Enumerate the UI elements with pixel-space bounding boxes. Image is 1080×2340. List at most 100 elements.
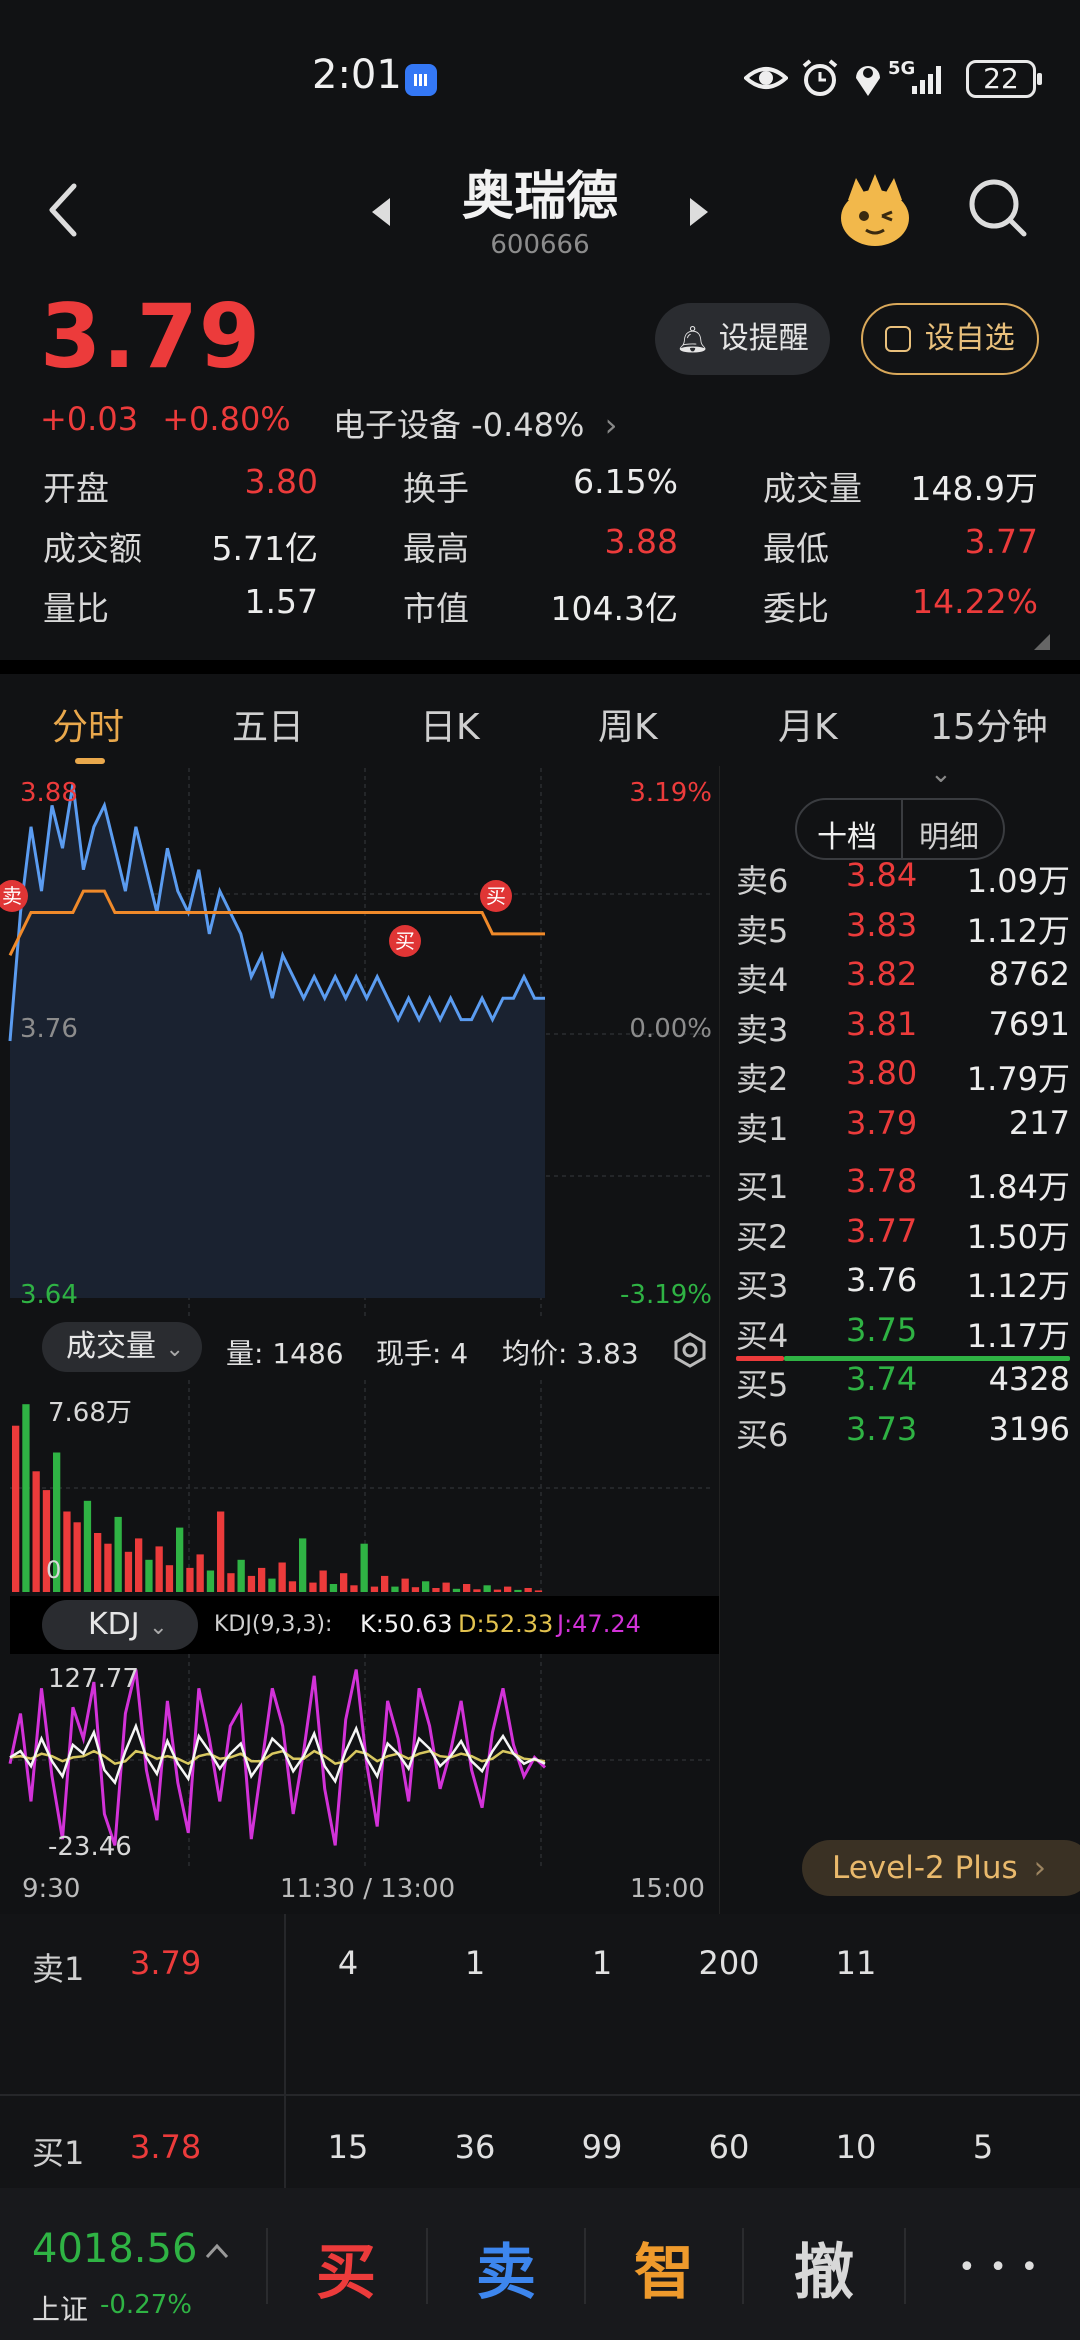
chart-area: 买买卖 3.88 3.76 3.64 3.19% 0.00% -3.19% 成交…: [0, 766, 721, 1914]
more-icon[interactable]: • • •: [958, 2250, 1041, 2285]
change-value: +0.03: [40, 400, 139, 438]
kdj-indicator-select[interactable]: KDJ ⌄: [42, 1600, 198, 1650]
chevron-down-icon: ⌄: [149, 1615, 168, 1640]
price-line: [8, 783, 545, 1042]
next-stock-icon[interactable]: [686, 194, 712, 230]
bid-level-price: 3.77: [846, 1211, 918, 1250]
buy-queue-qty: 10: [835, 2128, 877, 2166]
tab-daily-k[interactable]: 日K: [420, 707, 480, 748]
bid-level-row[interactable]: 买5 3.74 4328: [722, 1360, 1080, 1410]
buy-queue-price: 3.78: [130, 2128, 202, 2166]
chevron-right-icon: ›: [604, 406, 618, 444]
bid-level-volume: 1.12万: [966, 1267, 1070, 1305]
tab-monthly-k[interactable]: 月K: [778, 707, 838, 748]
expand-corner-icon[interactable]: [1032, 632, 1052, 652]
stat-value: 6.15%: [573, 462, 678, 501]
kdj-j-line: [8, 1669, 547, 1846]
volume-bar: [452, 1588, 461, 1592]
volume-max-label: 7.68万: [48, 1398, 132, 1428]
smart-button[interactable]: 智: [634, 2238, 694, 2308]
buy-button[interactable]: 买: [316, 2238, 376, 2308]
bar-separator: [584, 2228, 586, 2304]
bid-level-label: 买4: [736, 1316, 789, 1355]
add-watchlist-button[interactable]: 设自选: [861, 303, 1039, 375]
volume-bar: [411, 1587, 420, 1592]
stat-item: 成交量 148.9万: [763, 462, 1038, 508]
buy-queue-qty: 5: [972, 2128, 994, 2166]
back-icon[interactable]: [44, 180, 84, 240]
sell-queue-qty: 4: [337, 1944, 359, 1982]
ask-level-row[interactable]: 卖6 3.84 1.09万: [722, 856, 1080, 906]
chart-tabs: 分时 五日 日K 周K 月K 15分钟 ⌄: [0, 674, 1080, 789]
bid-level-price: 3.73: [846, 1409, 918, 1448]
bid-level-volume: 1.50万: [966, 1217, 1070, 1256]
ask-level-row[interactable]: 卖3 3.81 7691: [722, 1005, 1080, 1055]
y-left-min-label: 3.64: [20, 1280, 78, 1310]
kdj-params: KDJ(9,3,3):: [214, 1612, 333, 1637]
ask-level-label: 卖3: [736, 1010, 789, 1049]
ask-level-row[interactable]: 卖5 3.83 1.12万: [722, 906, 1080, 956]
ask-level-label: 卖6: [736, 862, 789, 900]
bid-level-label: 买1: [736, 1168, 789, 1206]
set-alert-button[interactable]: 🔔︎ 设提醒: [655, 303, 830, 375]
bid-level-row[interactable]: 买4 3.75 1.17万: [722, 1311, 1080, 1361]
settings-icon[interactable]: [672, 1332, 708, 1368]
stat-value: 3.88: [604, 522, 678, 561]
x-label-open: 9:30: [22, 1874, 81, 1904]
tab-ten-levels[interactable]: 十档: [817, 820, 877, 855]
tab-five-day[interactable]: 五日: [232, 707, 305, 748]
trade-marker-label: 买: [395, 929, 415, 953]
price-change: +0.03 +0.80%: [40, 400, 305, 438]
bid-level-row[interactable]: 买1 3.78 1.84万: [722, 1162, 1080, 1212]
stat-label: 成交额: [43, 529, 142, 568]
ask-level-row[interactable]: 卖2 3.80 1.79万: [722, 1054, 1080, 1104]
prev-stock-icon[interactable]: [368, 194, 394, 230]
voice-assistant-icon: [405, 64, 437, 96]
volume-bar: [206, 1570, 215, 1592]
bid-level-row[interactable]: 买6 3.73 3196: [722, 1410, 1080, 1460]
kdj-d-value: D:52.33: [458, 1610, 554, 1638]
alarm-icon: [802, 59, 838, 96]
signal-icon: [912, 66, 941, 94]
bid-level-row[interactable]: 买2 3.77 1.50万: [722, 1212, 1080, 1262]
location-icon: [856, 66, 880, 96]
volume-indicator-select[interactable]: 成交量 ⌄: [42, 1322, 202, 1372]
tab-15-min[interactable]: 15分钟 ⌄: [930, 698, 1080, 791]
y-left-mid-label: 3.76: [20, 1014, 78, 1044]
ask-level-row[interactable]: 卖1 3.79 217: [722, 1104, 1080, 1154]
volume-bar: [278, 1562, 286, 1592]
bar-separator: [266, 2228, 268, 2304]
volume-bar: [370, 1586, 379, 1592]
ask-level-volume: 1.12万: [966, 911, 1070, 950]
tab-detail[interactable]: 明细: [919, 820, 979, 855]
buy-queue-label: 买1: [32, 2134, 85, 2172]
bid-level-label: 买5: [736, 1366, 789, 1404]
sell-button[interactable]: 卖: [476, 2238, 536, 2308]
tab-weekly-k[interactable]: 周K: [598, 707, 658, 748]
mascot-icon[interactable]: [836, 170, 914, 250]
sector-link[interactable]: 电子设备 -0.48% ›: [333, 400, 617, 446]
level2-plus-button[interactable]: Level-2 Plus ›: [802, 1840, 1080, 1896]
volume-bar: [145, 1559, 153, 1592]
cancel-order-button[interactable]: 撤: [794, 2238, 854, 2308]
status-bar: 2:01 5G 22: [0, 0, 1080, 150]
tab-intraday[interactable]: 分时: [52, 707, 125, 748]
volume-bar: [422, 1581, 430, 1592]
stat-item: 开盘 3.80: [43, 462, 318, 508]
search-icon[interactable]: [966, 176, 1030, 240]
ask-level-price: 3.81: [846, 1004, 918, 1043]
volume-bar: [12, 1425, 20, 1592]
trade-marker: [0, 880, 28, 912]
volume-bar: [534, 1590, 543, 1592]
x-label-close: 15:00: [630, 1874, 705, 1904]
sell-queue-qty: 11: [835, 1944, 877, 1982]
sell-queue-row: 卖1 3.79 4 1 1 200 11: [0, 1944, 1080, 2024]
index-name: 上证: [32, 2293, 89, 2326]
watchlist-icon: [885, 326, 912, 352]
queue-divider-v: [284, 1914, 286, 2188]
ask-level-row[interactable]: 卖4 3.82 8762: [722, 955, 1080, 1005]
bid-level-row[interactable]: 买3 3.76 1.12万: [722, 1261, 1080, 1311]
stat-label: 最高: [403, 529, 469, 568]
add-watchlist-label: 设自选: [924, 321, 1015, 356]
volume-bar: [381, 1575, 389, 1592]
